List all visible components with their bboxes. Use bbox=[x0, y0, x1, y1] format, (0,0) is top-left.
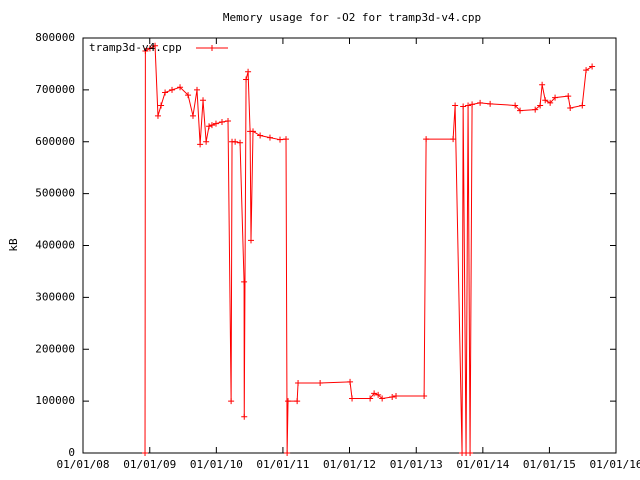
y-tick-label: 0 bbox=[68, 446, 75, 459]
point-marker bbox=[218, 119, 225, 126]
point-marker bbox=[243, 76, 250, 83]
y-tick-label: 400000 bbox=[35, 239, 75, 252]
point-marker bbox=[250, 128, 257, 135]
point-marker bbox=[283, 136, 290, 143]
point-marker bbox=[349, 395, 356, 402]
point-marker bbox=[212, 120, 219, 127]
point-marker bbox=[169, 86, 176, 93]
point-marker bbox=[583, 67, 590, 74]
point-marker bbox=[154, 112, 161, 119]
x-tick-label: 01/01/11 bbox=[256, 458, 309, 471]
point-marker bbox=[317, 379, 324, 386]
point-marker bbox=[200, 97, 207, 104]
point-marker bbox=[532, 106, 539, 113]
point-marker bbox=[285, 398, 292, 405]
x-tick-label: 01/01/12 bbox=[323, 458, 376, 471]
point-marker bbox=[379, 395, 386, 402]
y-tick-label: 700000 bbox=[35, 83, 75, 96]
point-marker bbox=[203, 138, 210, 145]
y-axis-label: kB bbox=[7, 238, 20, 252]
y-tick-label: 800000 bbox=[35, 31, 75, 44]
point-marker bbox=[247, 237, 254, 244]
point-marker bbox=[208, 122, 215, 129]
y-tick-label: 500000 bbox=[35, 187, 75, 200]
y-tick-label: 600000 bbox=[35, 135, 75, 148]
point-marker bbox=[284, 450, 291, 456]
point-marker bbox=[465, 102, 472, 109]
legend-label: tramp3d-v4.cpp bbox=[89, 41, 182, 54]
point-marker bbox=[142, 450, 149, 456]
point-marker bbox=[347, 378, 354, 385]
point-marker bbox=[266, 134, 273, 141]
point-marker bbox=[177, 84, 184, 91]
point-marker bbox=[294, 398, 301, 405]
point-marker bbox=[189, 112, 196, 119]
point-marker bbox=[277, 136, 284, 143]
y-tick-label: 100000 bbox=[35, 394, 75, 407]
point-marker bbox=[512, 102, 519, 109]
point-marker bbox=[423, 136, 430, 143]
point-marker bbox=[241, 413, 248, 420]
point-marker bbox=[197, 141, 204, 148]
point-marker bbox=[589, 63, 596, 70]
data-line bbox=[144, 44, 593, 454]
point-marker bbox=[450, 136, 457, 143]
x-tick-label: 01/01/15 bbox=[523, 458, 576, 471]
point-marker bbox=[206, 123, 213, 130]
chart-title: Memory usage for -O2 for tramp3d-v4.cpp bbox=[223, 11, 481, 24]
point-marker bbox=[487, 100, 494, 107]
point-marker bbox=[393, 392, 400, 399]
point-marker bbox=[194, 86, 201, 93]
point-marker bbox=[367, 395, 374, 402]
point-marker bbox=[228, 398, 235, 405]
point-marker bbox=[517, 107, 524, 114]
x-tick-label: 01/01/14 bbox=[456, 458, 509, 471]
point-marker bbox=[225, 118, 232, 124]
point-marker bbox=[477, 99, 484, 106]
point-marker bbox=[547, 99, 554, 106]
point-marker bbox=[237, 139, 244, 146]
y-tick-label: 300000 bbox=[35, 290, 75, 303]
point-marker bbox=[389, 393, 396, 400]
point-marker bbox=[257, 132, 264, 139]
y-tick-label: 200000 bbox=[35, 342, 75, 355]
point-marker bbox=[241, 278, 248, 285]
point-marker bbox=[158, 102, 165, 109]
x-tick-label: 01/01/16 bbox=[590, 458, 640, 471]
point-marker bbox=[467, 450, 474, 456]
legend-marker bbox=[209, 45, 215, 51]
x-tick-label: 01/01/08 bbox=[57, 458, 110, 471]
point-marker bbox=[421, 392, 428, 399]
point-marker bbox=[460, 103, 467, 110]
point-marker bbox=[452, 102, 459, 109]
point-marker bbox=[185, 92, 192, 99]
point-marker bbox=[537, 102, 544, 109]
point-marker bbox=[146, 45, 153, 52]
x-tick-label: 01/01/13 bbox=[390, 458, 443, 471]
point-marker bbox=[152, 42, 159, 49]
x-tick-label: 01/01/10 bbox=[190, 458, 243, 471]
point-marker bbox=[142, 47, 149, 54]
point-marker bbox=[539, 81, 546, 88]
point-marker bbox=[469, 101, 476, 108]
point-marker bbox=[295, 379, 302, 386]
point-marker bbox=[552, 94, 559, 101]
x-tick-label: 01/01/09 bbox=[123, 458, 176, 471]
point-marker bbox=[542, 97, 549, 104]
point-marker bbox=[245, 68, 252, 75]
point-marker bbox=[162, 89, 169, 96]
point-marker bbox=[565, 93, 572, 100]
point-marker bbox=[232, 138, 239, 145]
point-marker bbox=[567, 105, 574, 112]
point-marker bbox=[579, 102, 586, 109]
point-marker bbox=[375, 391, 382, 398]
point-marker bbox=[371, 390, 378, 397]
